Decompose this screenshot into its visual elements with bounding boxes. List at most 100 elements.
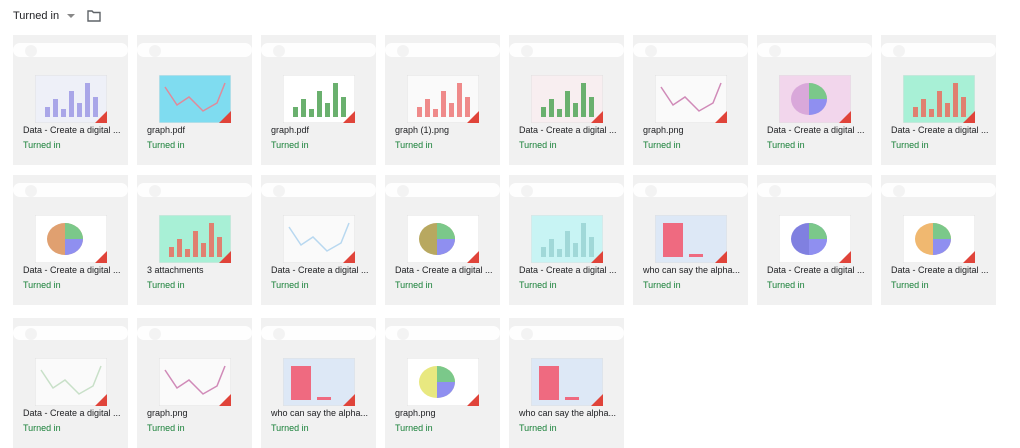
thumbnail-shape: [317, 397, 331, 400]
file-thumbnail: [779, 75, 851, 123]
submission-card[interactable]: Data - Create a digital ... Turned in: [757, 175, 872, 305]
redacted-name: [385, 43, 500, 57]
submission-card[interactable]: graph.pdf Turned in: [137, 35, 252, 165]
file-type-corner: [591, 251, 603, 263]
submission-status: Turned in: [519, 423, 557, 433]
file-thumbnail: [283, 215, 355, 263]
filter-title[interactable]: Turned in: [13, 10, 60, 22]
submission-status: Turned in: [519, 280, 557, 290]
thumbnail-shape: [325, 103, 330, 117]
file-name: Data - Create a digital ...: [395, 265, 493, 275]
thumbnail-shape: [933, 223, 951, 239]
submission-status: Turned in: [395, 280, 433, 290]
file-thumbnail: [655, 215, 727, 263]
submission-card[interactable]: Data - Create a digital ... Turned in: [261, 175, 376, 305]
thumbnail-shape: [565, 397, 579, 400]
thumbnail-shape: [589, 237, 594, 257]
thumbnail-shape: [164, 82, 226, 112]
file-thumbnail: [903, 215, 975, 263]
thumbnail-shape: [177, 239, 182, 257]
file-name: Data - Create a digital ...: [767, 265, 865, 275]
submission-card[interactable]: Data - Create a digital ... Turned in: [881, 35, 996, 165]
submission-card[interactable]: Data - Create a digital ... Turned in: [509, 35, 624, 165]
file-name: who can say the alpha...: [271, 408, 369, 418]
submission-card[interactable]: 3 attachments Turned in: [137, 175, 252, 305]
thumbnail-shape: [557, 109, 562, 117]
thumbnail-shape: [93, 97, 98, 117]
thumbnail-shape: [45, 107, 50, 117]
thumbnail-shape: [417, 107, 422, 117]
thumbnail-shape: [945, 103, 950, 117]
submission-card[interactable]: Data - Create a digital ... Turned in: [757, 35, 872, 165]
thumbnail-shape: [581, 83, 586, 117]
thumbnail-shape: [437, 239, 455, 255]
submission-card[interactable]: who can say the alpha... Turned in: [633, 175, 748, 305]
thumbnail-shape: [209, 223, 214, 257]
redacted-name: [261, 326, 376, 340]
submission-card[interactable]: Data - Create a digital ... Turned in: [13, 318, 128, 448]
submission-card[interactable]: who can say the alpha... Turned in: [509, 318, 624, 448]
submission-card[interactable]: Data - Create a digital ... Turned in: [13, 35, 128, 165]
redacted-name: [757, 43, 872, 57]
thumbnail-shape: [663, 223, 683, 257]
redacted-name: [633, 183, 748, 197]
redacted-name: [261, 43, 376, 57]
thumbnail-shape: [61, 109, 66, 117]
submission-status: Turned in: [271, 140, 309, 150]
thumbnail-shape: [565, 231, 570, 257]
thumbnail-shape: [809, 223, 827, 239]
file-type-corner: [95, 394, 107, 406]
file-type-corner: [963, 251, 975, 263]
thumbnail-shape: [937, 91, 942, 117]
submission-status: Turned in: [271, 423, 309, 433]
file-type-corner: [343, 394, 355, 406]
submission-card[interactable]: graph.png Turned in: [137, 318, 252, 448]
file-thumbnail: [283, 358, 355, 406]
redacted-name: [509, 183, 624, 197]
submission-card[interactable]: Data - Create a digital ... Turned in: [509, 175, 624, 305]
thumbnail-shape: [933, 239, 951, 255]
submission-status: Turned in: [23, 423, 61, 433]
file-name: graph.png: [395, 408, 436, 418]
file-type-corner: [715, 111, 727, 123]
submission-status: Turned in: [271, 280, 309, 290]
file-type-corner: [95, 251, 107, 263]
file-thumbnail: [35, 215, 107, 263]
file-name: Data - Create a digital ...: [519, 125, 617, 135]
folder-icon[interactable]: [87, 10, 101, 22]
file-name: Data - Create a digital ...: [23, 125, 121, 135]
file-name: Data - Create a digital ...: [519, 265, 617, 275]
submission-card[interactable]: Data - Create a digital ... Turned in: [385, 175, 500, 305]
file-type-corner: [467, 251, 479, 263]
file-type-corner: [343, 111, 355, 123]
submission-status: Turned in: [519, 140, 557, 150]
submission-card[interactable]: Data - Create a digital ... Turned in: [881, 175, 996, 305]
submission-card[interactable]: graph.png Turned in: [385, 318, 500, 448]
thumbnail-shape: [201, 243, 206, 257]
submission-card[interactable]: graph.pdf Turned in: [261, 35, 376, 165]
dropdown-caret[interactable]: [67, 14, 76, 18]
submission-status: Turned in: [23, 280, 61, 290]
file-thumbnail: [407, 75, 479, 123]
submission-card[interactable]: Data - Create a digital ... Turned in: [13, 175, 128, 305]
thumbnail-shape: [565, 91, 570, 117]
thumbnail-shape: [581, 223, 586, 257]
thumbnail-shape: [341, 97, 346, 117]
file-name: Data - Create a digital ...: [23, 265, 121, 275]
redacted-name: [13, 183, 128, 197]
file-thumbnail: [283, 75, 355, 123]
submission-card[interactable]: who can say the alpha... Turned in: [261, 318, 376, 448]
thumbnail-shape: [929, 109, 934, 117]
file-name: Data - Create a digital ...: [891, 265, 989, 275]
submission-status: Turned in: [767, 140, 805, 150]
thumbnail-shape: [291, 366, 311, 400]
submission-card[interactable]: graph.png Turned in: [633, 35, 748, 165]
submission-card[interactable]: graph (1).png Turned in: [385, 35, 500, 165]
file-thumbnail: [531, 75, 603, 123]
thumbnail-shape: [433, 109, 438, 117]
file-thumbnail: [159, 215, 231, 263]
redacted-name: [881, 183, 996, 197]
thumbnail-shape: [85, 83, 90, 117]
thumbnail-shape: [53, 99, 58, 117]
thumbnail-shape: [660, 82, 722, 112]
